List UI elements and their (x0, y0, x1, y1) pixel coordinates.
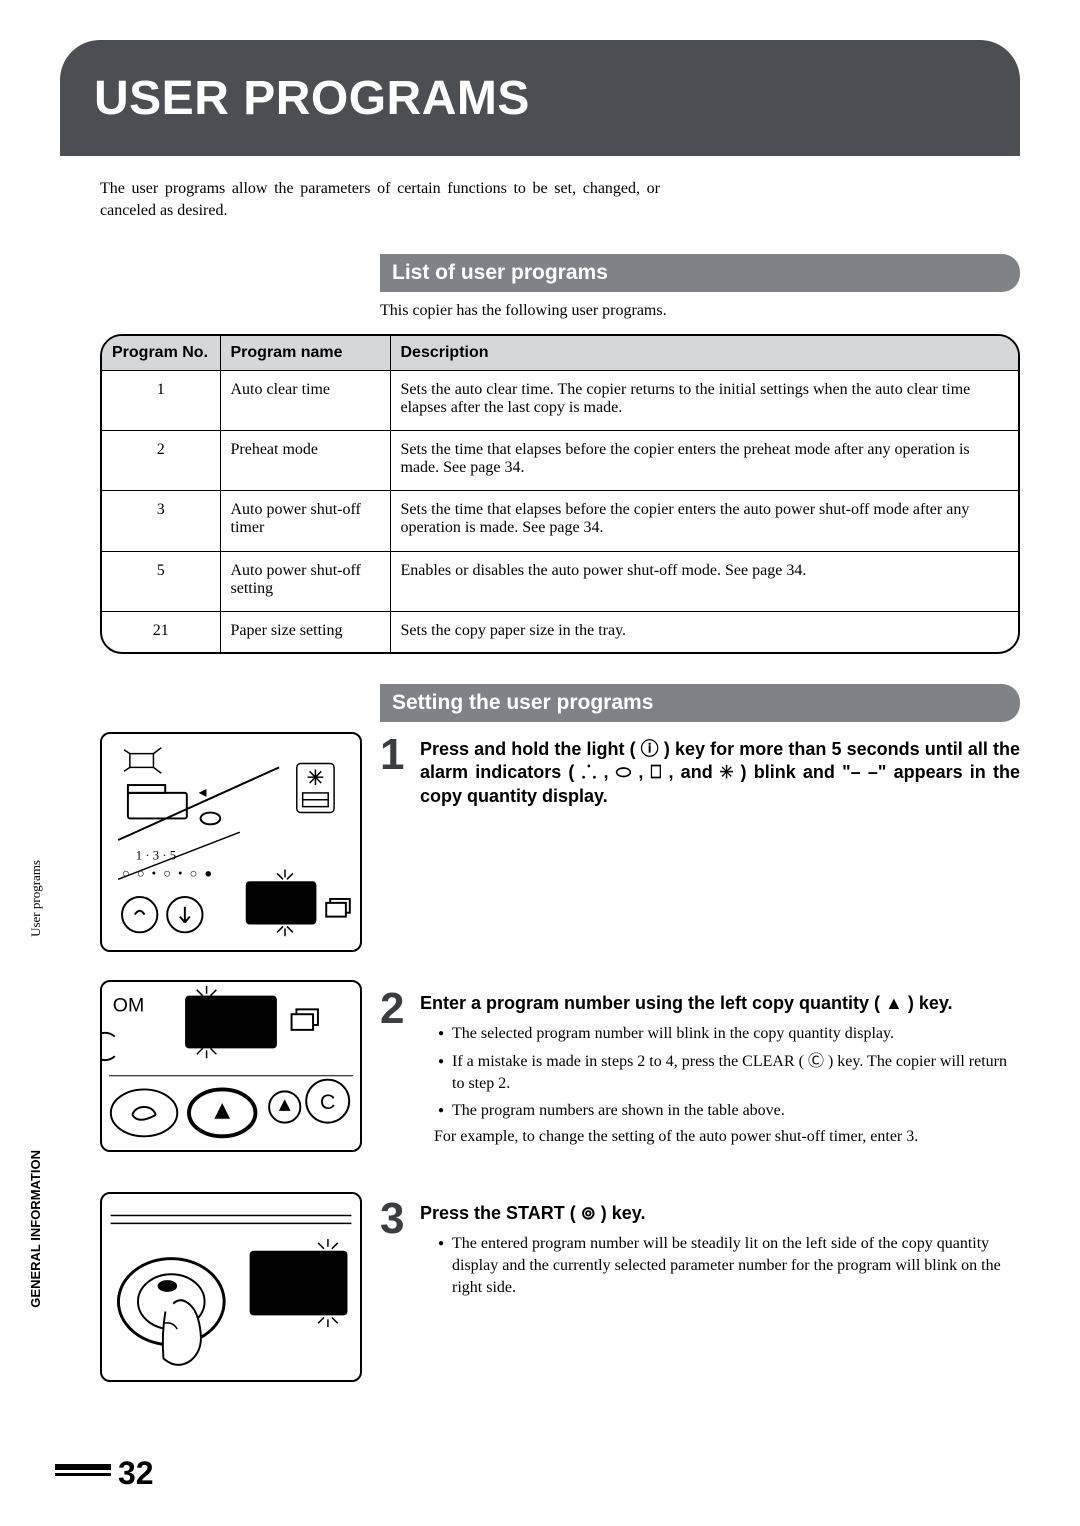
cell-no: 3 (102, 491, 220, 551)
step-note: For example, to change the setting of th… (434, 1128, 1020, 1146)
step-number: 3 (380, 1194, 404, 1244)
cell-no: 2 (102, 431, 220, 491)
programs-table: Program No. Program name Description 1 A… (100, 334, 1020, 654)
figure-panel-3: 3 1 (100, 1192, 362, 1382)
section-heading-list: List of user programs (380, 254, 1020, 292)
step-1: 1 Press and hold the light ( ⓘ ) key for… (380, 738, 1020, 808)
figure-display: – – (255, 888, 308, 922)
table-row: 5 Auto power shut-off setting Enables or… (102, 551, 1018, 611)
page-header: USER PROGRAMS (60, 40, 1020, 156)
cell-name: Auto power shut-off setting (220, 551, 390, 611)
col-header-desc: Description (390, 336, 1018, 371)
step-number: 1 (380, 730, 404, 780)
figure-dots: ○ ○ • ○ • ○ ● (122, 866, 214, 880)
figure-panel-2: OM 3 – (100, 980, 362, 1152)
up-triangle-icon (214, 1103, 230, 1119)
step-bullet: The entered program number will be stead… (438, 1233, 1020, 1298)
section-caption: This copier has the following user progr… (380, 302, 667, 320)
intro-paragraph: The user programs allow the parameters o… (100, 178, 660, 221)
page-rule (55, 1473, 111, 1476)
step-lead: Press and hold the light ( ⓘ ) key for m… (420, 738, 1020, 808)
page-rule (55, 1464, 111, 1470)
col-header-name: Program name (220, 336, 390, 371)
table-row: 2 Preheat mode Sets the time that elapse… (102, 431, 1018, 491)
figure-display: 3 – (198, 1005, 265, 1047)
cell-name: Paper size setting (220, 611, 390, 652)
col-header-no: Program No. (102, 336, 220, 371)
cell-no: 1 (102, 371, 220, 431)
cell-desc: Enables or disables the auto power shut-… (390, 551, 1018, 611)
table-row: 3 Auto power shut-off timer Sets the tim… (102, 491, 1018, 551)
cell-desc: Sets the auto clear time. The copier ret… (390, 371, 1018, 431)
sidetab-section: GENERAL INFORMATION (28, 1150, 43, 1308)
step-lead: Press the START ( ⊚ ) key. (420, 1202, 1020, 1225)
step-bullet: If a mistake is made in steps 2 to 4, pr… (438, 1051, 1020, 1094)
cell-no: 5 (102, 551, 220, 611)
cell-no: 21 (102, 611, 220, 652)
table-row: 21 Paper size setting Sets the copy pape… (102, 611, 1018, 652)
figure-om-label: OM (113, 994, 144, 1016)
cell-desc: Sets the time that elapses before the co… (390, 491, 1018, 551)
cell-desc: Sets the copy paper size in the tray. (390, 611, 1018, 652)
step-2: 2 Enter a program number using the left … (380, 992, 1020, 1146)
step-3: 3 Press the START ( ⊚ ) key. The entered… (380, 1202, 1020, 1304)
page-number: 32 (118, 1455, 154, 1492)
step-bullet: The program numbers are shown in the tab… (438, 1100, 1020, 1122)
table-row: 1 Auto clear time Sets the auto clear ti… (102, 371, 1018, 431)
cell-name: Auto power shut-off timer (220, 491, 390, 551)
cell-name: Preheat mode (220, 431, 390, 491)
figure-display: 3 1 (258, 1263, 339, 1314)
step-number: 2 (380, 984, 404, 1034)
sidetab-chapter: User programs (28, 860, 44, 937)
page-title: USER PROGRAMS (94, 71, 530, 126)
step-lead: Enter a program number using the left co… (420, 992, 1020, 1015)
step-bullet: The selected program number will blink i… (438, 1023, 1020, 1045)
figure-ratio-text: 1 · 3 · 5 (136, 849, 176, 863)
cell-name: Auto clear time (220, 371, 390, 431)
cell-desc: Sets the time that elapses before the co… (390, 431, 1018, 491)
figure-panel-1: 1 · 3 · 5 ○ ○ • ○ • ○ ● – – (100, 732, 362, 952)
figure-c-key: C (320, 1090, 336, 1114)
section-heading-setting: Setting the user programs (380, 684, 1020, 722)
table-header-row: Program No. Program name Description (102, 336, 1018, 371)
